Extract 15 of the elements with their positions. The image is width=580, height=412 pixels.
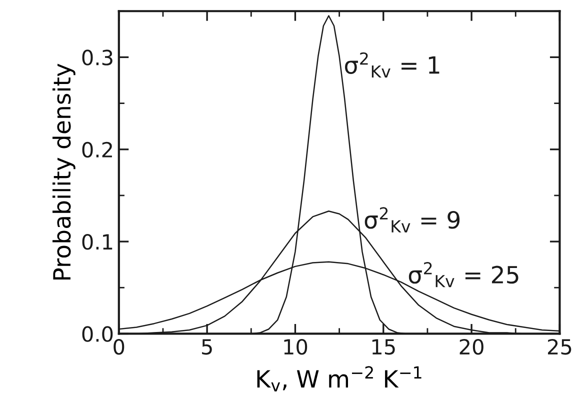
series-label: σ$^{2}$$_{Kv}$ = 1 <box>345 52 440 78</box>
series-label: σ$^{2}$$_{Kv}$ = 9 <box>364 207 460 232</box>
x-axis-title: K$_{v}$, W m$^{−2}$ K$^{−1}$ <box>257 366 422 392</box>
x-tick-label: 10 <box>284 338 308 355</box>
y-axis-title: Probability density <box>52 64 76 280</box>
legend-label: σ$^{2}$$_{Kv}$ = 25 <box>408 262 518 288</box>
x-tick-label: 5 <box>202 339 212 355</box>
x-tick-label: 25 <box>548 338 572 355</box>
x-tick-label: 0 <box>114 338 124 355</box>
y-tick-label: 0.1 <box>82 234 112 250</box>
y-tick-label: 0.2 <box>82 142 112 158</box>
x-tick-label: 15 <box>372 339 395 355</box>
y-tick-label: 0.0 <box>82 326 113 342</box>
x-tick-label: 20 <box>460 338 484 355</box>
y-tick-label: 0.3 <box>82 50 112 66</box>
